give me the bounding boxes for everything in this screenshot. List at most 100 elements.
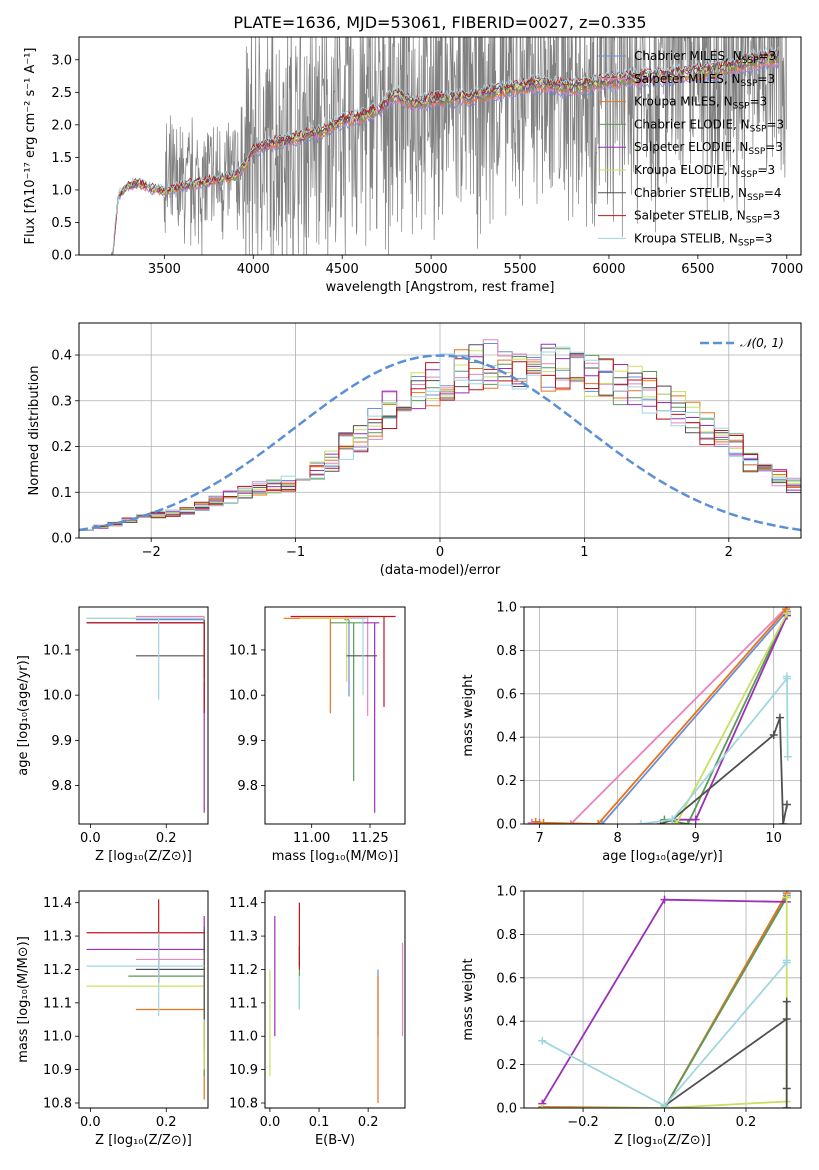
y-axis-label: mass weight bbox=[461, 958, 476, 1040]
axes-frame bbox=[264, 890, 406, 1109]
weight-marker bbox=[538, 1104, 547, 1108]
axes-frame bbox=[78, 322, 802, 539]
weight-marker bbox=[782, 607, 791, 614]
y-tick-label: 10.0 bbox=[229, 689, 258, 704]
y-tick-label: 11.1 bbox=[43, 996, 72, 1011]
y-tick-label: 0.0 bbox=[51, 249, 72, 264]
legend-entry: Kroupa STELIB, NSSP=3 bbox=[634, 231, 772, 248]
y-tick-label: 0.0 bbox=[496, 1102, 517, 1117]
errorbar-point bbox=[86, 932, 205, 1017]
residual-histogram-0 bbox=[79, 343, 801, 531]
y-axis-label: Flux [fλ10⁻¹⁷ erg cm⁻² s⁻¹ A⁻¹] bbox=[23, 48, 38, 245]
x-tick-label: 3500 bbox=[148, 262, 181, 277]
errorbar-point bbox=[290, 615, 396, 707]
weight-marker bbox=[672, 820, 681, 824]
spectrum-panel: 3500 4000 4500 5000 5500 6000 6500 7000 0.0 0.5 1.… bbox=[23, 36, 803, 295]
weight-marker bbox=[594, 820, 603, 824]
x-tick-label: 0.2 bbox=[156, 1115, 177, 1130]
weight-series-3 bbox=[664, 613, 788, 824]
errorbar-point bbox=[86, 617, 205, 700]
x-tick-label: 5000 bbox=[415, 262, 448, 277]
weight-marker bbox=[683, 820, 692, 824]
x-tick-label: 9 bbox=[692, 831, 700, 846]
x-axis-label: (data-model)/error bbox=[380, 563, 501, 578]
y-tick-label: 0.2 bbox=[496, 774, 517, 789]
plot-area bbox=[524, 891, 801, 1108]
weight-marker bbox=[782, 1084, 791, 1093]
y-tick-label: 3.0 bbox=[51, 53, 72, 68]
errorbar-point bbox=[86, 622, 205, 813]
errorbar-point bbox=[135, 619, 205, 679]
axes-frame bbox=[264, 606, 406, 825]
plot-area bbox=[524, 607, 801, 824]
errorbar-point bbox=[128, 926, 205, 1077]
x-tick-label: 8 bbox=[613, 831, 621, 846]
errorbar-point bbox=[86, 617, 205, 682]
x-tick-label: −1 bbox=[286, 545, 305, 560]
weight-marker bbox=[782, 956, 791, 965]
x-tick-label: 7000 bbox=[770, 262, 803, 277]
x-tick-label: 10 bbox=[765, 831, 782, 846]
x-axis-label: Z [log₁₀(Z/Z⊙)] bbox=[614, 1133, 711, 1148]
legend-entry: Salpeter MILES, NSSP=3 bbox=[634, 72, 775, 89]
residual-histogram-5 bbox=[79, 350, 801, 531]
y-axis-label: mass [log₁₀(M/M⊙)] bbox=[16, 936, 31, 1063]
weight-marker bbox=[660, 895, 669, 904]
weight-marker bbox=[782, 1015, 791, 1024]
y-tick-label: 1.0 bbox=[496, 885, 517, 900]
legend-entry: Chabrier STELIB, NSSP=4 bbox=[634, 186, 782, 203]
residual-histogram-6 bbox=[79, 344, 801, 531]
x-tick-label: 2 bbox=[725, 545, 733, 560]
weight-marker bbox=[637, 820, 646, 824]
x-tick-label: 5500 bbox=[503, 262, 536, 277]
x-tick-label: 11.25 bbox=[351, 831, 388, 846]
x-axis-label: age [log₁₀(age/yr)] bbox=[602, 849, 723, 864]
y-tick-label: 0.4 bbox=[496, 1015, 517, 1030]
x-tick-label: 4000 bbox=[237, 262, 270, 277]
plot-area bbox=[283, 615, 396, 813]
errorbar-point bbox=[86, 622, 205, 714]
y-tick-label: 1.0 bbox=[496, 601, 517, 616]
errorbar-point bbox=[135, 926, 205, 993]
x-tick-label: 7 bbox=[535, 831, 543, 846]
y-tick-label: 2.5 bbox=[51, 86, 72, 101]
y-tick-label: 11.4 bbox=[43, 896, 72, 911]
residuals-panel: −2 −1 0 1 2 0.0 0.1 0.2 0.3 0.4 (data-model)/error… bbox=[27, 322, 802, 578]
y-tick-label: 0.8 bbox=[496, 644, 517, 659]
age-vs-metallicity-panel: 0.0 0.2 9.8 9.9 10.0 10.1 Z [log₁₀(Z/Z⊙)] age [… bbox=[16, 606, 209, 864]
normal-curve bbox=[79, 354, 801, 532]
legend: Chabrier MILES, NSSP=3 Salpeter MILES, NS… bbox=[598, 49, 784, 248]
y-tick-label: 0.4 bbox=[51, 349, 72, 364]
errorbar-point bbox=[363, 622, 380, 813]
axes-frame bbox=[78, 606, 209, 825]
y-tick-label: 11.2 bbox=[229, 963, 258, 978]
legend-entry: 𝒩(0, 1) bbox=[740, 336, 784, 350]
y-tick-label: 0.8 bbox=[496, 928, 517, 943]
y-tick-label: 0.1 bbox=[51, 486, 72, 501]
y-tick-label: 0.2 bbox=[51, 440, 72, 455]
x-tick-label: 0.2 bbox=[736, 1115, 757, 1130]
weight-marker bbox=[691, 815, 700, 824]
y-tick-label: 0.3 bbox=[51, 394, 72, 409]
weight-marker bbox=[527, 818, 536, 824]
weight-series-1 bbox=[531, 607, 788, 824]
y-tick-label: 11.4 bbox=[229, 896, 258, 911]
weight-marker bbox=[782, 997, 791, 1006]
axes-frame bbox=[523, 606, 802, 825]
weight-marker bbox=[538, 1036, 547, 1045]
y-axis-label: mass weight bbox=[461, 674, 476, 756]
weight-marker bbox=[566, 820, 575, 824]
x-tick-label: 6500 bbox=[681, 262, 714, 277]
errorbar-point bbox=[135, 929, 205, 1020]
y-tick-label: 11.3 bbox=[43, 930, 72, 945]
y-tick-label: 9.8 bbox=[237, 779, 258, 794]
plot-area bbox=[79, 323, 801, 538]
x-tick-label: 4500 bbox=[326, 262, 359, 277]
mass-vs-metallicity-panel: 0.0 0.2 10.8 10.9 11.0 11.1 11.2 11.3 11.4 Z [log… bbox=[16, 890, 209, 1148]
errorbar-point bbox=[351, 617, 368, 696]
weight-marker bbox=[539, 818, 548, 824]
mass-vs-extinction-panel: 0.0 0.1 0.2 10.8 10.9 11.0 11.1 11.2 11.3 11.4 E(B… bbox=[229, 890, 406, 1148]
errorbar-point bbox=[135, 619, 205, 629]
weight-marker bbox=[782, 609, 791, 618]
x-axis-label: Z [log₁₀(Z/Z⊙)] bbox=[95, 1133, 192, 1148]
